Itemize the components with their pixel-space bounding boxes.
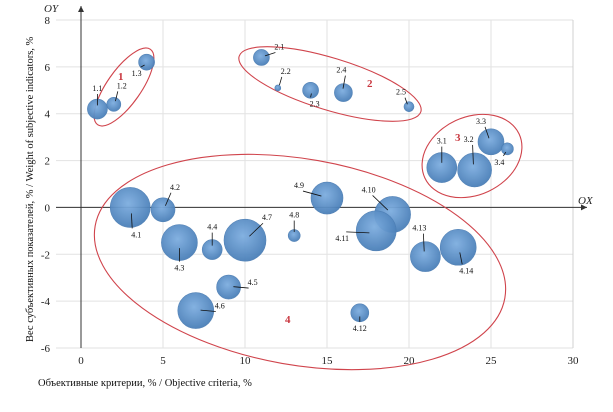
x-tick-label: 15 <box>322 355 334 367</box>
bubble-2.3 <box>302 81 319 99</box>
group-label: 2 <box>367 78 373 90</box>
point-label: 4.1 <box>131 230 141 239</box>
point-label: 1.3 <box>132 69 142 78</box>
bubble-1.2 <box>106 97 122 112</box>
y-tick-label: 2 <box>45 156 51 168</box>
leader-line <box>372 195 389 211</box>
point-label: 4.6 <box>215 302 225 311</box>
bubble-2.2 <box>274 84 282 92</box>
x-axis-name: OX <box>578 195 594 207</box>
x-tick-label: 0 <box>78 355 84 367</box>
leader-line <box>131 213 133 229</box>
point-label: 4.12 <box>353 324 367 333</box>
group-outlines: 1 2 3 4 <box>93 46 523 371</box>
point-label: 4.7 <box>262 213 272 222</box>
point-label: 3.1 <box>437 137 447 146</box>
leader-line <box>233 286 249 289</box>
x-tick-label: 10 <box>240 355 252 367</box>
bubble-4.9 <box>310 181 344 215</box>
point-label: 2.5 <box>396 88 406 97</box>
bubble-2.4 <box>334 83 353 102</box>
leader-line <box>472 144 474 165</box>
leader-line <box>404 97 408 105</box>
point-label: 3.3 <box>476 117 486 126</box>
bubble-2.1 <box>253 49 270 66</box>
y-tick-label: -2 <box>41 249 50 261</box>
bubble-4.6 <box>177 292 215 329</box>
bubble-4.14 <box>439 228 477 266</box>
leader-line <box>200 309 216 312</box>
point-label: 4.10 <box>362 185 376 194</box>
y-tick-label: 6 <box>45 62 51 74</box>
leader-line <box>302 190 322 197</box>
group-outline <box>421 113 523 199</box>
leader-line <box>249 222 264 237</box>
leader-line <box>264 52 276 57</box>
y-tick-label: 8 <box>45 15 51 27</box>
point-label: 3.4 <box>494 158 504 167</box>
x-tick-label: 20 <box>404 355 416 367</box>
bubble-4.11 <box>355 210 397 252</box>
bubble-4.2 <box>150 197 176 223</box>
leader-line <box>140 64 145 68</box>
x-axis-title: Объективные критерии, % / Objective crit… <box>38 378 252 389</box>
point-label: 4.5 <box>248 278 258 287</box>
point-label: 2.3 <box>310 99 320 108</box>
leader-line <box>165 192 172 206</box>
point-label: 4.8 <box>289 211 299 220</box>
bubble-4.13 <box>410 241 441 272</box>
leader-line <box>503 151 507 157</box>
x-tick-label: 5 <box>160 355 166 367</box>
bubble-1.3 <box>138 53 155 71</box>
group-outline <box>93 47 155 127</box>
group-outline <box>238 46 422 122</box>
leader-line <box>342 75 346 89</box>
leader-line <box>310 93 312 98</box>
point-label: 2.2 <box>281 67 291 76</box>
leader-line <box>346 231 370 234</box>
y-tick-label: -6 <box>41 343 51 355</box>
point-label: 4.9 <box>294 181 304 190</box>
y-axis-title: Вес субъективных показателей, % / Weight… <box>25 36 36 342</box>
x-tick-label: 25 <box>486 355 498 367</box>
point-label: 1.1 <box>92 84 102 93</box>
point-label: 4.11 <box>335 234 349 243</box>
point-label: 4.2 <box>170 183 180 192</box>
leader-line <box>279 76 283 86</box>
bubble-3.2 <box>457 152 492 188</box>
point-label: 4.3 <box>174 264 184 273</box>
y-tick-label: 0 <box>45 202 51 214</box>
point-label: 2.1 <box>274 42 284 51</box>
group-label: 4 <box>285 314 291 326</box>
point-label: 4.14 <box>459 266 473 275</box>
bubble-2.5 <box>403 101 415 112</box>
group-outline <box>93 153 507 371</box>
point-labels: 1.1 1.21.32.12.22.32.42.53.1 3.23.33.44.14… <box>92 42 507 333</box>
point-label: 3.2 <box>464 135 474 144</box>
y-tick-label: -4 <box>41 296 51 308</box>
point-label: 4.4 <box>207 223 217 232</box>
leader-line <box>115 91 119 102</box>
leader-line <box>459 252 463 265</box>
leader-line <box>423 233 425 252</box>
y-axis-name: OY <box>44 3 60 15</box>
bubble-3.3 <box>477 128 505 156</box>
group-label: 1 <box>118 71 124 83</box>
group-label: 3 <box>455 132 461 144</box>
leader-line <box>484 126 490 139</box>
point-label: 2.4 <box>336 66 346 75</box>
bubble-3.4 <box>501 142 514 156</box>
bubble-4.7 <box>223 218 267 262</box>
point-label: 1.2 <box>117 81 127 90</box>
x-tick-label: 30 <box>568 355 580 367</box>
point-label: 4.13 <box>412 224 426 233</box>
bubble-4.1 <box>109 187 151 228</box>
y-tick-label: 4 <box>45 109 51 121</box>
bubbles <box>87 49 514 329</box>
